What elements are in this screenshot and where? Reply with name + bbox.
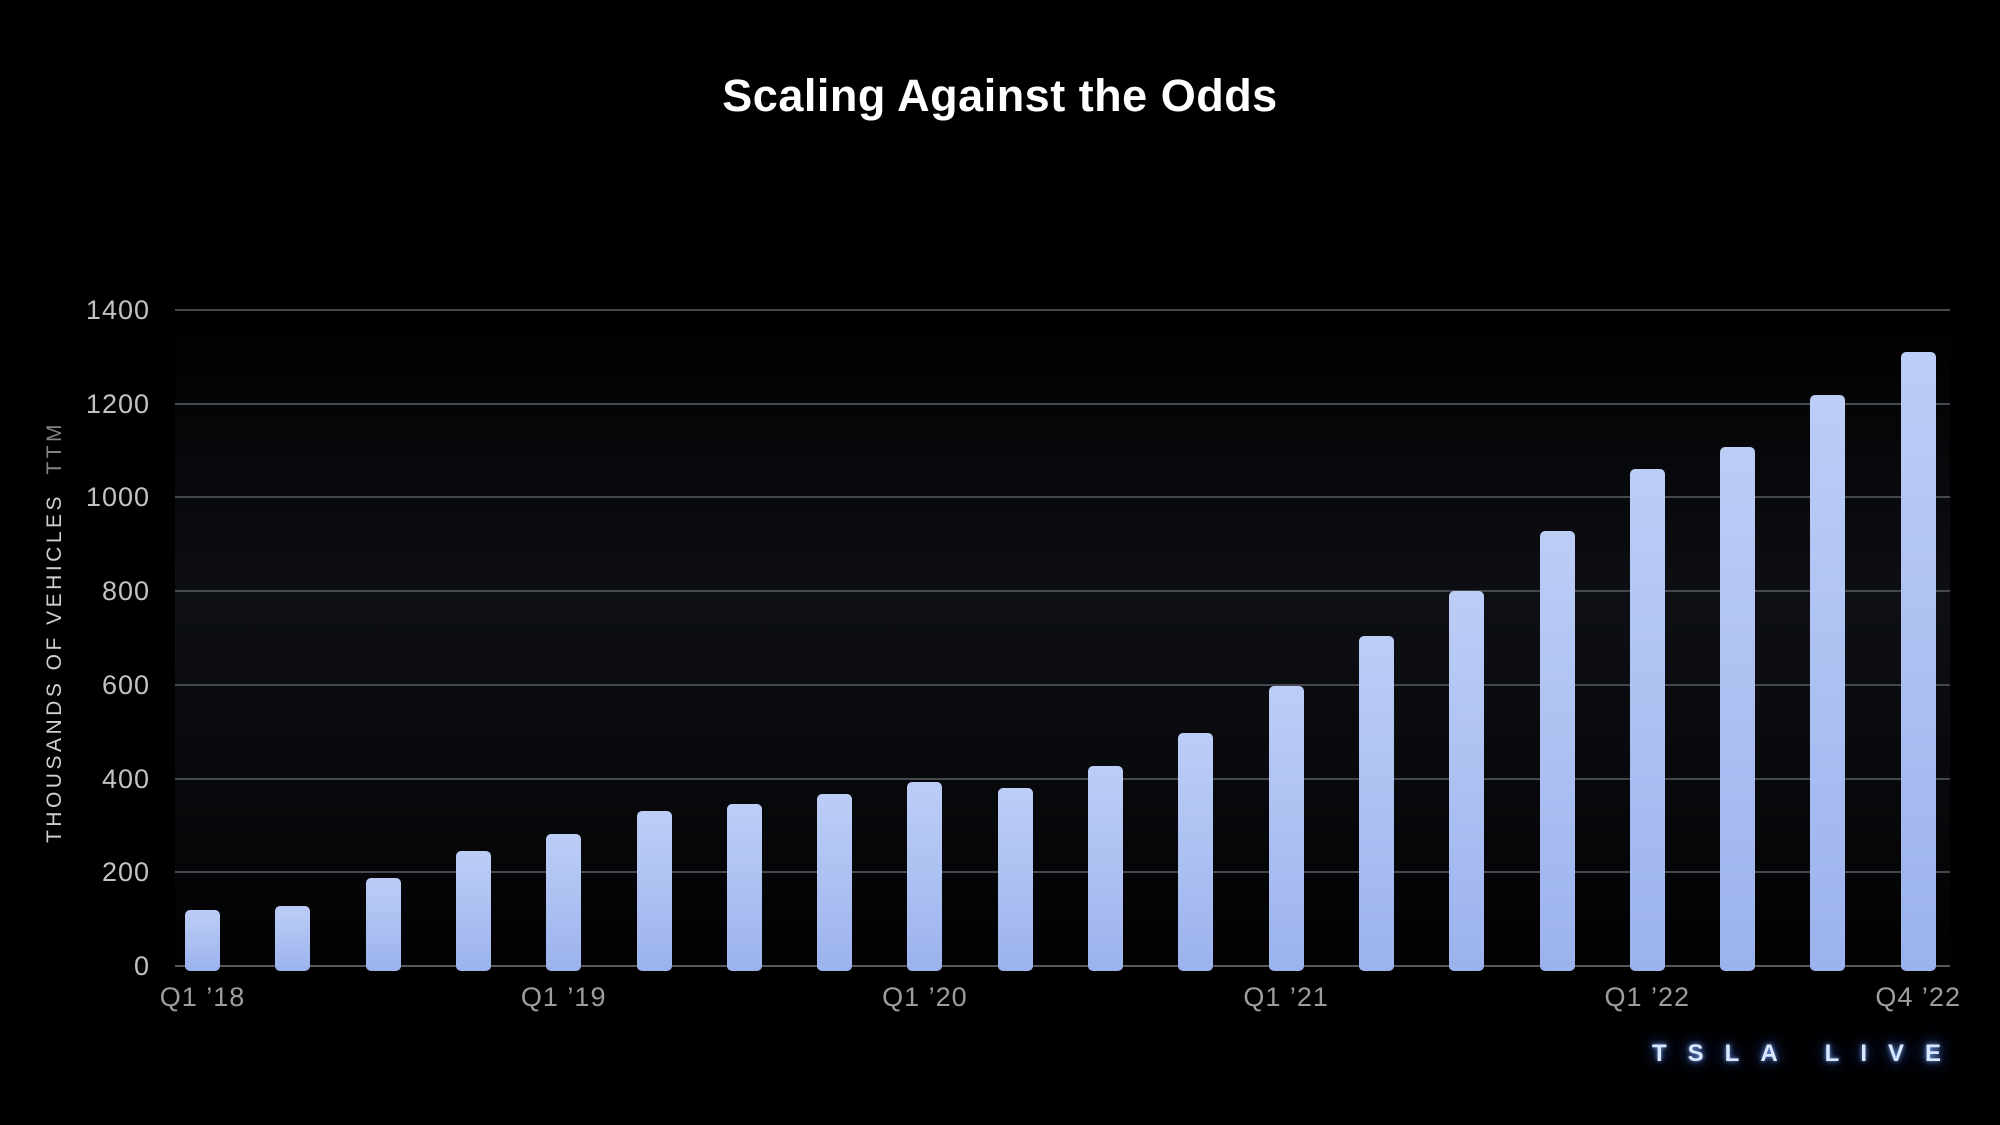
- gridline-600: [175, 683, 1950, 686]
- bar-q3--18: [365, 878, 401, 971]
- x-axis-baseline: [175, 965, 1950, 967]
- x-tick-label-q1--18: Q1 ’18: [159, 982, 246, 1012]
- bar-q3--21: [1449, 591, 1485, 971]
- bar-q2--22: [1720, 446, 1756, 971]
- y-tick-label-400: 400: [101, 763, 150, 794]
- x-tick-label-q1--21: Q1 ’21: [1243, 982, 1329, 1012]
- bar-q3--19: [726, 803, 762, 971]
- y-tick-label-1000: 1000: [85, 482, 150, 513]
- bar-q2--20: [997, 787, 1033, 971]
- y-tick-label-200: 200: [101, 857, 150, 888]
- x-tick-label-q1--20: Q1 ’20: [882, 982, 968, 1012]
- logo-word-live: LIVE: [1824, 1040, 1963, 1067]
- gridline-200: [175, 871, 1950, 874]
- chart-title: Scaling Against the Odds: [722, 70, 1278, 121]
- bar-q4--20: [1178, 732, 1214, 971]
- y-tick-label-1400: 1400: [85, 295, 150, 325]
- bar-q2--19: [636, 810, 672, 971]
- x-tick-label-q1--22: Q1 ’22: [1604, 982, 1691, 1012]
- bar-q1--22: [1629, 469, 1665, 971]
- bar-q1--19: [546, 833, 582, 971]
- bar-q2--18: [275, 906, 311, 971]
- tsla-live-logo: TSLA LIVE: [1652, 1040, 1962, 1068]
- gridline-1200: [175, 402, 1950, 405]
- y-tick-label-0: 0: [133, 951, 150, 981]
- bar-q4--18: [455, 850, 491, 971]
- bar-q3--20: [1088, 766, 1123, 971]
- bar-q4--19: [817, 793, 853, 971]
- x-tick-label-q1--19: Q1 ’19: [520, 982, 607, 1012]
- bar-q4--21: [1539, 531, 1575, 971]
- gridline-800: [175, 590, 1950, 593]
- bar-q3--22: [1810, 394, 1846, 971]
- gridline-1400: [175, 309, 1950, 311]
- gridline-1000: [175, 496, 1950, 499]
- y-tick-label-600: 600: [101, 669, 150, 700]
- bar-q2--21: [1358, 635, 1394, 971]
- bar-q1--21: [1268, 685, 1304, 971]
- y-tick-label-800: 800: [101, 576, 150, 607]
- bar-q1--18: [185, 909, 220, 971]
- y-axis-title-suffix: TTM: [43, 420, 66, 475]
- logo-word-tsla: TSLA: [1652, 1040, 1799, 1067]
- bar-q1--20: [907, 782, 943, 971]
- bar-q4--22: [1900, 352, 1936, 971]
- y-tick-label-1200: 1200: [85, 388, 150, 419]
- gridline-400: [175, 777, 1950, 780]
- x-tick-label-q4--22: Q4 ’22: [1875, 982, 1961, 1012]
